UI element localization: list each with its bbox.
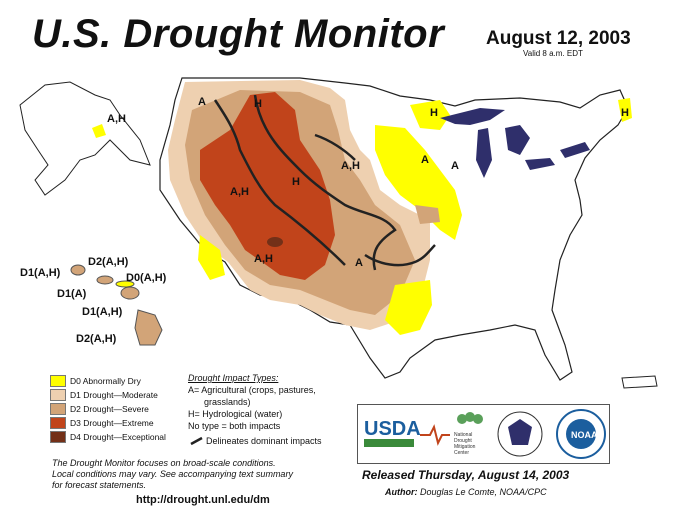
impact-line: H= Hydrological (water)	[188, 409, 283, 419]
drought-area-d0-texas	[385, 280, 432, 335]
label-iowa: A	[451, 160, 459, 172]
footer-note: The Drought Monitor focuses on broad-sca…	[52, 458, 352, 491]
legend-swatch	[50, 389, 66, 401]
label-upper-mi: H	[430, 107, 438, 119]
impact-boundary-line	[364, 244, 436, 267]
source-url[interactable]: http://drought.unl.edu/dm	[136, 494, 270, 506]
valid-time: Valid 8 a.m. EDT	[523, 49, 583, 58]
hawaii-oahu	[96, 275, 114, 285]
legend-swatch	[50, 403, 66, 415]
legend-item-d2: D2 Drought—Severe	[50, 402, 200, 416]
drought-area-d3	[200, 92, 335, 280]
hawaii-molokai	[115, 280, 135, 288]
label-texas: A	[355, 257, 363, 269]
ndmc-logo: Mitigation	[454, 444, 476, 450]
impact-types: Drought Impact Types: A= Agricultural (c…	[188, 372, 358, 447]
drought-area-d0-midwest	[375, 125, 462, 240]
impact-line: A= Agricultural (crops, pastures,	[188, 385, 316, 395]
hawaii-big-island	[134, 309, 163, 346]
legend-label: D2 Drought—Severe	[70, 404, 149, 414]
legend-label: D3 Drought—Extreme	[70, 418, 154, 428]
note-line: Local conditions may vary. See accompany…	[52, 469, 293, 479]
drought-area-d0-kansas	[415, 205, 440, 224]
legend-line-sample	[190, 436, 203, 446]
label-hi-d0: D0(A,H)	[126, 272, 167, 284]
impact-boundary-line	[314, 133, 356, 161]
legend-swatch	[50, 375, 66, 387]
map-title: U.S. Drought Monitor	[32, 12, 445, 56]
hawaii-kauai	[70, 264, 86, 276]
label-alaska: A,H	[107, 113, 126, 125]
ndmc-logo: National	[454, 432, 472, 438]
great-lakes	[440, 108, 590, 178]
author-line: Author: Douglas Le Comte, NOAA/CPC	[385, 487, 547, 497]
label-greatbasin: A,H	[230, 186, 249, 198]
label-hi-d2: D2(A,H)	[88, 256, 129, 268]
label-dakotas: A,H	[341, 160, 360, 172]
impact-boundary-line	[253, 94, 397, 271]
usda-logo: USDA	[364, 418, 421, 440]
noaa-logo: NOAA	[571, 430, 598, 440]
drought-area-d0-great-lakes	[410, 100, 450, 130]
label-sw: A,H	[254, 253, 273, 265]
alaska-outline	[19, 81, 151, 196]
legend-item-d1: D1 Drought—Moderate	[50, 388, 200, 402]
legend-item-d0: D0 Abnormally Dry	[50, 374, 200, 388]
label-wisconsin: A	[421, 154, 429, 166]
legend-label: D0 Abnormally Dry	[70, 376, 141, 386]
map-date: August 12, 2003	[486, 28, 631, 49]
logos-svg: USDA National Drought Mitigation Center …	[364, 409, 606, 459]
label-montana-h: H	[292, 176, 300, 188]
release-date: Released Thursday, August 14, 2003	[362, 468, 570, 482]
label-hi-d1b: D1(A,H)	[82, 306, 123, 318]
note-line: The Drought Monitor focuses on broad-sca…	[52, 458, 276, 468]
author-name: Douglas Le Comte, NOAA/CPC	[420, 487, 547, 497]
label-nrockies: H	[254, 98, 262, 110]
legend-label: D1 Drought—Moderate	[70, 390, 158, 400]
impact-heading: Drought Impact Types:	[188, 373, 279, 383]
author-label: Author:	[385, 487, 418, 497]
puerto-rico	[621, 375, 658, 389]
label-maine: H	[621, 107, 629, 119]
alaska-d0	[92, 124, 106, 138]
legend-item-d3: D3 Drought—Extreme	[50, 416, 200, 430]
label-hi-d1a: D1(A,H)	[20, 267, 61, 279]
ndmc-logo: Center	[454, 450, 469, 456]
legend-swatch	[50, 431, 66, 443]
legend-label: D4 Drought—Exceptional	[70, 432, 166, 442]
drought-area-d0-sw	[198, 235, 225, 280]
impact-boundary-line	[213, 99, 346, 266]
label-pnw: A	[198, 96, 206, 108]
impact-line: Delineates dominant impacts	[206, 436, 322, 446]
drought-area-d4	[267, 237, 283, 247]
impact-line: No type = both impacts	[188, 421, 281, 431]
ndmc-logo: Drought	[454, 438, 472, 444]
drought-area-d0-maine	[618, 98, 632, 122]
label-hi-d2b: D2(A,H)	[76, 333, 117, 345]
impact-line: grasslands)	[204, 397, 251, 407]
legend-swatch	[50, 417, 66, 429]
note-line: for forecast statements.	[52, 480, 147, 490]
legend: D0 Abnormally Dry D1 Drought—Moderate D2…	[50, 374, 200, 444]
agency-logos: USDA National Drought Mitigation Center …	[357, 404, 610, 464]
label-hi-d1: D1(A)	[57, 288, 87, 300]
legend-item-d4: D4 Drought—Exceptional	[50, 430, 200, 444]
hawaii-maui	[120, 286, 140, 300]
